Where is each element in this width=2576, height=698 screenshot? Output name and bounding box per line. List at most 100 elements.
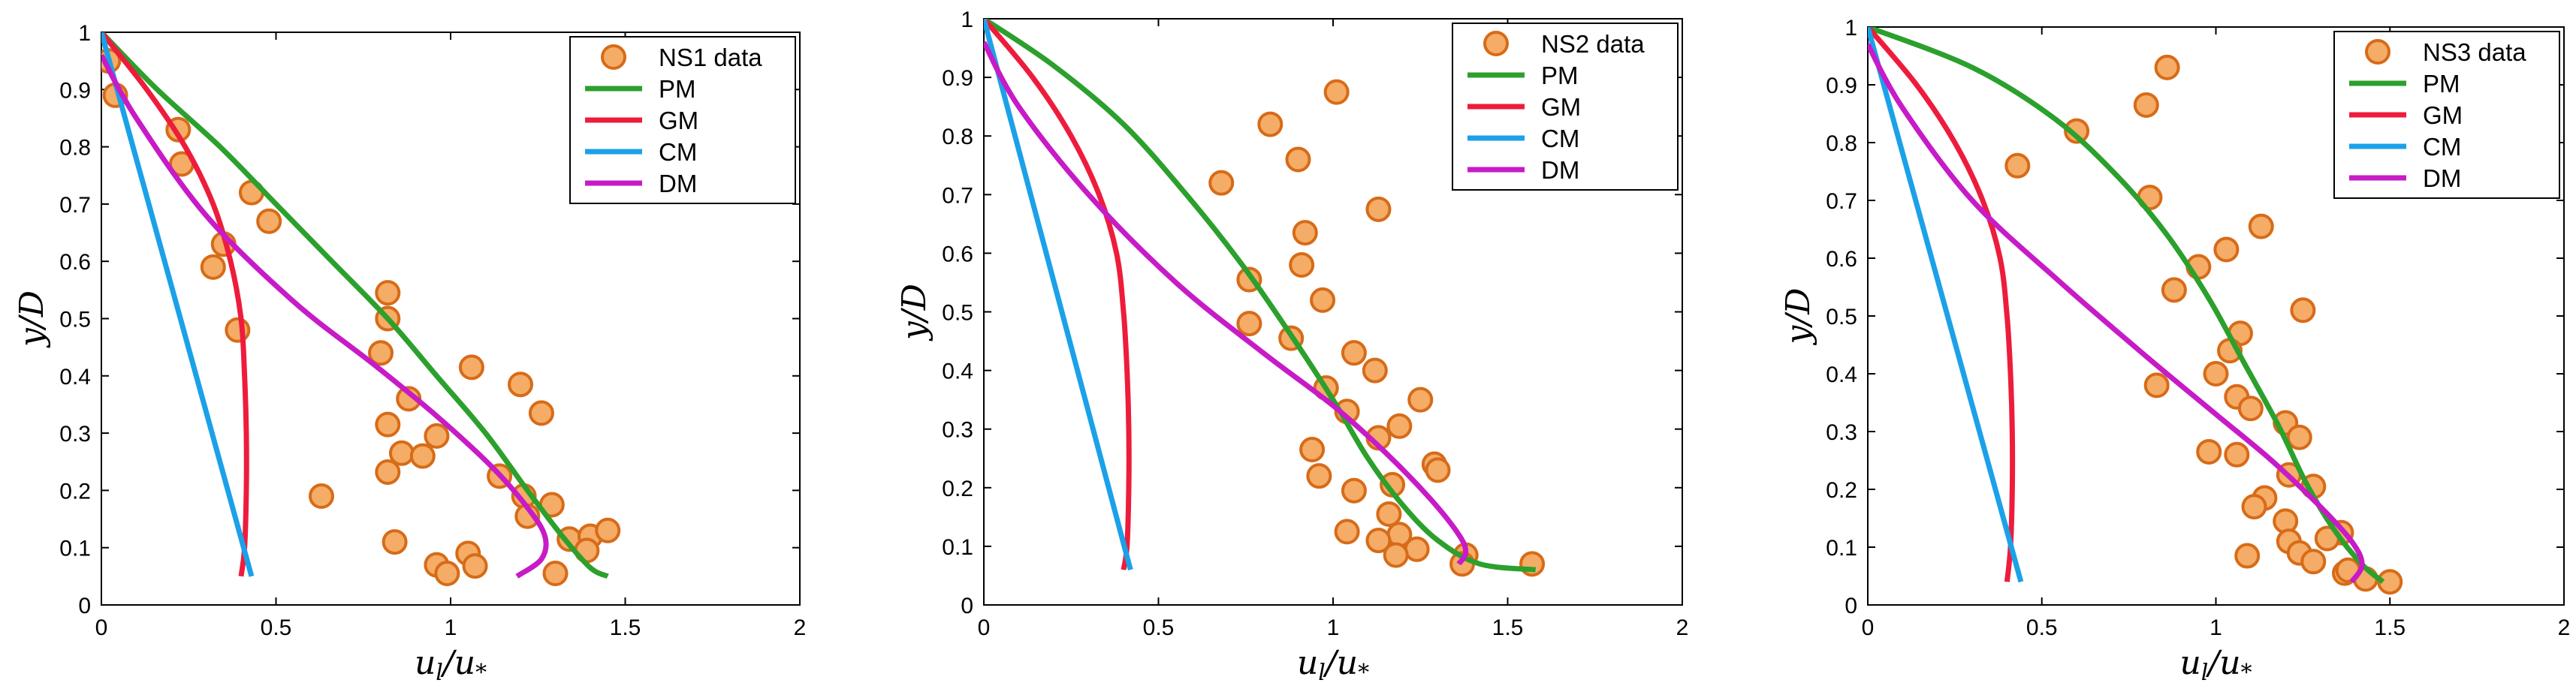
data-point bbox=[508, 372, 533, 398]
data-point bbox=[1386, 413, 1413, 439]
y-tick-label: 0.8 bbox=[59, 136, 91, 161]
data-point bbox=[2196, 438, 2222, 465]
y-tick-label: 1 bbox=[78, 21, 91, 46]
plot-content bbox=[1868, 27, 2403, 595]
data-point bbox=[2161, 277, 2187, 303]
y-tick-label: 0.5 bbox=[1826, 305, 1857, 329]
legend-label: GM bbox=[1541, 93, 1581, 121]
y-axis-label: y/D bbox=[13, 290, 51, 348]
x-tick-label: 2 bbox=[2558, 615, 2571, 640]
legend: NS1 data PM GM CM DM bbox=[569, 36, 796, 204]
y-tick-label: 0.1 bbox=[59, 537, 91, 561]
x-tick-label: 0 bbox=[978, 615, 991, 640]
data-point bbox=[256, 208, 282, 234]
y-tick-label: 0.8 bbox=[942, 125, 973, 149]
data-point bbox=[462, 553, 488, 579]
legend-label: CM bbox=[1541, 125, 1579, 152]
legend-label: NS3 data bbox=[2423, 38, 2526, 66]
series-gm-line bbox=[101, 32, 249, 577]
series-pm-line bbox=[1868, 27, 2385, 584]
data-point bbox=[1341, 477, 1367, 504]
series-gm-line bbox=[984, 19, 1132, 570]
data-point bbox=[2241, 494, 2267, 520]
data-point bbox=[375, 459, 401, 485]
x-tick-label: 0.5 bbox=[1143, 615, 1175, 640]
data-point bbox=[1365, 528, 1392, 554]
x-axis-label: ul/u* bbox=[415, 644, 487, 686]
data-point bbox=[1365, 196, 1392, 222]
legend-label: DM bbox=[1541, 156, 1579, 184]
data-point bbox=[1334, 519, 1360, 545]
legend-label: CM bbox=[2423, 133, 2461, 161]
legend-label: PM bbox=[1541, 62, 1579, 89]
y-tick-label: 0.6 bbox=[942, 242, 973, 266]
y-tick-label: 0.7 bbox=[942, 183, 973, 208]
legend: NS2 data PM GM CM DM bbox=[1452, 23, 1679, 191]
data-point bbox=[2290, 297, 2316, 323]
data-point bbox=[375, 411, 401, 438]
data-point bbox=[2064, 118, 2090, 144]
y-tick-label: 0.3 bbox=[59, 422, 91, 447]
x-tick-label: 0 bbox=[95, 615, 108, 640]
legend-label: PM bbox=[659, 75, 696, 103]
y-tick-label: 1 bbox=[961, 8, 973, 32]
data-point bbox=[595, 517, 621, 543]
y-tick-label: 0.6 bbox=[1826, 247, 1857, 272]
y-tick-label: 0.5 bbox=[59, 308, 91, 332]
chart-panel-3: 0 0.5 1 1.5 2 0 0.1 0.2 0.3 0.4 0.5 0.6 0.7 0.8 0.9 1 ul… bbox=[1779, 16, 2570, 686]
data-point bbox=[1404, 536, 1430, 562]
data-point bbox=[2154, 54, 2180, 80]
y-tick-label: 0.2 bbox=[59, 479, 91, 504]
data-point bbox=[2300, 549, 2327, 575]
x-tick-label: 1 bbox=[445, 615, 457, 640]
y-tick-label: 1 bbox=[1845, 16, 1857, 41]
data-point bbox=[1341, 340, 1367, 366]
legend-label: PM bbox=[2423, 70, 2460, 98]
legend-label: DM bbox=[659, 170, 697, 197]
data-point bbox=[2004, 152, 2031, 179]
data-point bbox=[458, 354, 484, 381]
legend-label: CM bbox=[659, 138, 697, 166]
series-dm-line bbox=[1868, 43, 2365, 584]
series-pm-line bbox=[984, 19, 1537, 573]
y-tick-label: 0.4 bbox=[1826, 363, 1857, 387]
x-tick-label: 0.5 bbox=[2026, 615, 2058, 640]
data-point bbox=[2248, 213, 2274, 239]
chart-panel-1: 0 0.5 1 1.5 2 0 0.1 0.2 0.3 0.4 0.5 0.6 0.7 0.8 0.9 1 ul… bbox=[13, 21, 806, 686]
data-point bbox=[2224, 441, 2250, 468]
x-tick-label: 1 bbox=[1327, 615, 1340, 640]
data-point bbox=[542, 561, 569, 587]
data-point bbox=[409, 443, 436, 469]
legend-label: GM bbox=[2423, 101, 2463, 129]
data-point bbox=[528, 400, 554, 426]
series-dm-line bbox=[984, 41, 1469, 566]
data-point bbox=[2234, 543, 2261, 569]
y-axis-label: y/D bbox=[1779, 288, 1817, 346]
legend-marker-data bbox=[601, 44, 626, 70]
y-tick-label: 0.4 bbox=[59, 365, 91, 390]
data-point bbox=[1383, 542, 1409, 568]
data-point bbox=[1362, 357, 1388, 384]
y-tick-label: 0.5 bbox=[942, 301, 973, 326]
y-tick-label: 0.8 bbox=[1826, 131, 1857, 156]
y-tick-label: 0 bbox=[961, 594, 973, 618]
plot-content bbox=[101, 32, 621, 587]
data-point bbox=[1323, 79, 1350, 105]
data-point bbox=[434, 561, 460, 587]
y-tick-label: 0.4 bbox=[942, 360, 973, 384]
legend-label: NS2 data bbox=[1541, 30, 1645, 58]
y-tick-label: 0.1 bbox=[1826, 536, 1857, 561]
data-point bbox=[2133, 92, 2159, 118]
y-tick-label: 0.7 bbox=[1826, 189, 1857, 214]
y-tick-label: 0 bbox=[1845, 594, 1857, 618]
data-point bbox=[1257, 111, 1283, 137]
data-point bbox=[200, 254, 226, 280]
series-dm-line bbox=[101, 53, 549, 579]
x-tick-label: 1.5 bbox=[2374, 615, 2406, 640]
x-tick-label: 2 bbox=[794, 615, 807, 640]
y-tick-label: 0.3 bbox=[1826, 420, 1857, 445]
data-point bbox=[2237, 396, 2264, 422]
series-gm-line bbox=[1868, 27, 2016, 582]
data-point bbox=[225, 317, 251, 343]
x-tick-label: 0 bbox=[1862, 615, 1875, 640]
